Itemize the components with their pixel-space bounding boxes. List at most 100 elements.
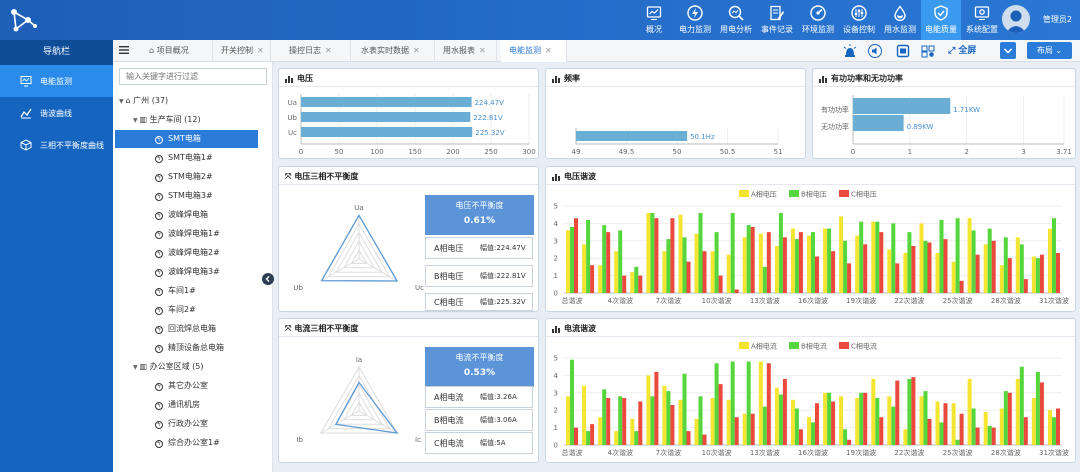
speaker-icon[interactable] <box>868 43 882 59</box>
expand-icon: ⤢ <box>948 46 959 56</box>
power-meter-icon: ϟ <box>155 231 163 239</box>
window-icon[interactable] <box>896 43 910 59</box>
bar <box>662 385 667 445</box>
grid-settings-icon[interactable] <box>921 43 935 59</box>
bar <box>839 396 844 445</box>
dropdown-button[interactable] <box>1000 42 1016 59</box>
close-icon[interactable]: ✕ <box>257 46 264 55</box>
bar <box>726 399 731 445</box>
home-icon: ⌂ <box>125 96 134 105</box>
tree-node-label: 综合办公室1# <box>168 438 220 447</box>
current-harmonic-panel: 电流谐波 A相电流 B相电流 C相电流 0 1 2 3 4 5 总谐波 4次谐波 7次谐波 10次谐波 1… <box>545 318 1076 463</box>
tree-node[interactable]: ϟ 其它办公室 <box>113 377 271 395</box>
data-label: 0.89KW <box>907 123 934 131</box>
tree-node[interactable]: ▼ ▥ 办公室区域 (5) <box>113 358 271 376</box>
tree-node[interactable]: ϟ STM电箱2# <box>113 168 271 186</box>
phase-value: 幅值:5A <box>480 439 506 447</box>
tree-node[interactable]: ▼ ▥ 生产车间 (12) <box>113 111 271 129</box>
bar <box>843 429 848 445</box>
tree-node[interactable]: ϟ 波峰焊电箱2# <box>113 244 271 262</box>
x-tick-label: 19次谐波 <box>846 448 876 457</box>
nav-item-1[interactable]: 电力监测 <box>675 0 715 40</box>
tree-node[interactable]: ϟ 行政办公室 <box>113 415 271 433</box>
tree-node[interactable]: ϟ 波峰焊电箱1# <box>113 225 271 243</box>
bar <box>903 253 908 293</box>
nav-item-3[interactable]: 事件记录 <box>757 0 797 40</box>
sidebar-item-power-monitor[interactable]: 电能监测 <box>0 65 113 97</box>
tab-label: 操控日志 <box>289 46 321 55</box>
tab-switch-control[interactable]: 开关控制 ✕ <box>213 40 271 62</box>
bar <box>1015 237 1020 293</box>
tree-node[interactable]: ϟ 精顶设备总电箱 <box>113 339 271 357</box>
nav-item-8[interactable]: 系统配置 <box>962 0 1002 40</box>
radar-label: Ua <box>354 204 363 212</box>
data-label: 50.1Hz <box>690 133 715 141</box>
bar <box>586 219 591 293</box>
bar <box>951 261 956 293</box>
menu-icon[interactable] <box>119 45 129 55</box>
sidebar-item-harmonic-curve[interactable]: 谐波曲线 <box>0 97 113 129</box>
bar <box>987 228 992 293</box>
tree-node[interactable]: ϟ 波峰焊电箱 <box>113 206 271 224</box>
nav-item-0[interactable]: 概况 <box>634 0 674 40</box>
power-meter-icon: ϟ <box>155 212 163 220</box>
tree-node[interactable]: ϟ SMT电箱 <box>115 130 258 148</box>
tree-node[interactable]: ϟ 回流焊总电箱 <box>113 320 271 338</box>
close-icon[interactable]: ✕ <box>479 46 486 55</box>
tree-node[interactable]: ϟ SMT电箱1# <box>113 149 271 167</box>
nav-item-2[interactable]: 用电分析 <box>716 0 756 40</box>
bar <box>955 218 960 293</box>
phase-value: 幅值:224.47V <box>480 244 526 252</box>
tree-node[interactable]: ϟ 车间2# <box>113 301 271 319</box>
collapse-panel-button[interactable] <box>262 273 274 285</box>
category-label: Ub <box>287 114 297 122</box>
bar <box>1031 256 1036 293</box>
bar <box>654 371 659 445</box>
tab-operation-log[interactable]: 操控日志 ✕ <box>281 40 351 62</box>
legend-label: B相电流 <box>801 342 827 351</box>
tab-water-meter-data[interactable]: 水表实时数据 ✕ <box>353 40 435 62</box>
avatar[interactable] <box>1002 5 1030 33</box>
bar <box>794 239 799 293</box>
username[interactable]: 管理员2 <box>1042 15 1072 24</box>
tab-water-report[interactable]: 用水报表 ✕ <box>435 40 497 62</box>
close-icon[interactable]: ✕ <box>413 46 420 55</box>
chevron-down-icon: ⌄ <box>1055 46 1063 55</box>
tree-node-label: 车间1# <box>168 286 196 295</box>
voltage-chart: 0 50 100 150 200 250 300 Ua 224.47V Ub 222.81V Uc 22… <box>287 94 536 156</box>
layout-button[interactable]: 布局 ⌄ <box>1027 42 1072 59</box>
tree-node[interactable]: ϟ STM电箱3# <box>113 187 271 205</box>
tree-node-label: 办公室区域 (5) <box>149 362 204 371</box>
nav-label: 概况 <box>646 25 662 34</box>
phase-label: A相电压 <box>434 243 464 253</box>
power-panel: 有功功率和无功功率 0 1 2 3 3.71 有功功率 1.71KW 无功功率 0.89KW <box>812 68 1076 159</box>
tree-node[interactable]: ϟ 车间1# <box>113 282 271 300</box>
sidebar-item-imbalance-curve[interactable]: 三相不平衡度曲线 <box>0 129 113 161</box>
tree-node[interactable]: ϟ 波峰焊电箱3# <box>113 263 271 281</box>
panel-title-text: 电压谐波 <box>564 172 596 181</box>
tree-node[interactable]: ϟ 通讯机房 <box>113 396 271 414</box>
close-icon[interactable]: ✕ <box>545 46 552 55</box>
nav-label: 用水监测 <box>884 25 916 34</box>
tree-node[interactable]: ▼ ⌂ 广州 (37) <box>113 92 271 110</box>
bar <box>871 378 876 445</box>
tab-project-overview[interactable]: ⌂ 项目概况 <box>141 40 213 62</box>
frequency-panel: 频率 49 49.5 50 50.5 51 50.1Hz <box>545 68 806 159</box>
nav-item-4[interactable]: 环境监测 <box>798 0 838 40</box>
tree-node-label: 车间2# <box>168 305 196 314</box>
nav-item-7[interactable]: 电能质量 <box>921 0 961 40</box>
tab-power-monitor[interactable]: 电能监测 ✕ <box>501 40 567 62</box>
nav-item-5[interactable]: 设备控制 <box>839 0 879 40</box>
bar <box>570 226 574 293</box>
nav-item-6[interactable]: 用水监测 <box>880 0 920 40</box>
bar <box>622 398 627 445</box>
tree-search-input[interactable] <box>119 68 267 85</box>
bar <box>702 434 707 445</box>
y-tick-label: 1 <box>554 424 558 432</box>
tree-node[interactable]: ϟ 综合办公室1# <box>113 434 271 452</box>
fullscreen-button[interactable]: ⤢ 全屏 <box>948 43 1002 59</box>
close-icon[interactable]: ✕ <box>325 46 332 55</box>
alarm-light-icon[interactable] <box>843 43 857 59</box>
bar <box>919 223 924 293</box>
bar <box>686 261 691 293</box>
